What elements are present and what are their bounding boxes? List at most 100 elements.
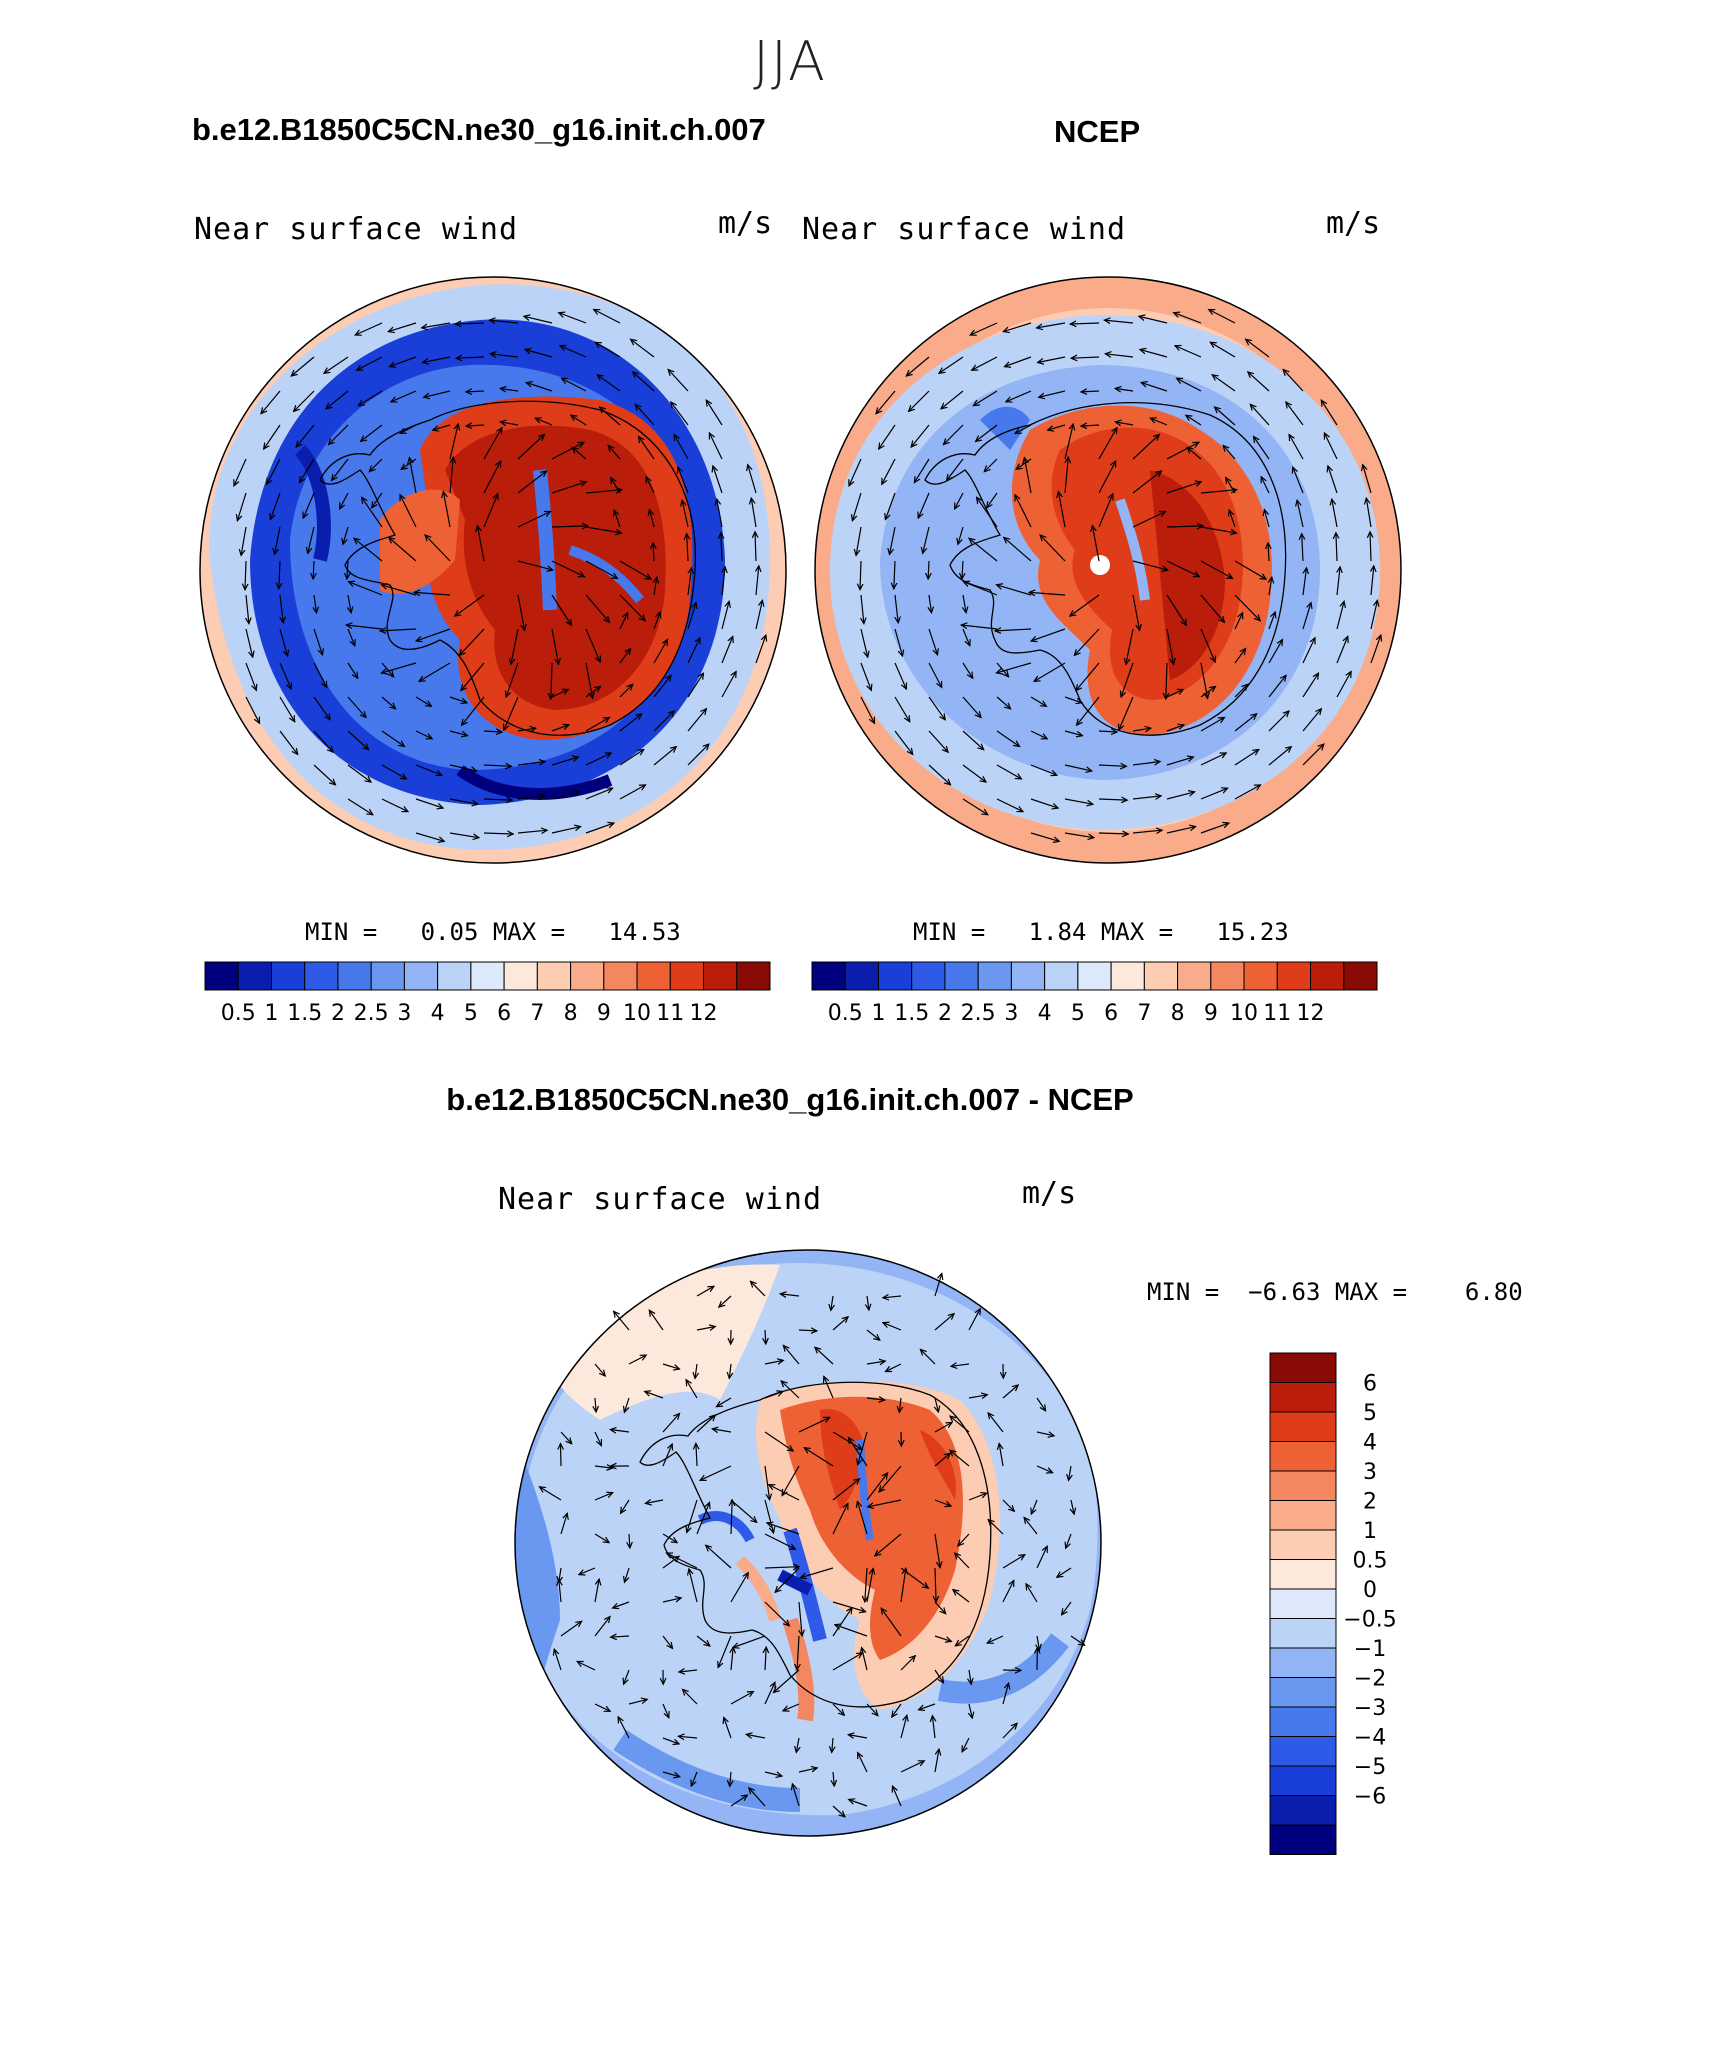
wind-vector <box>619 649 631 664</box>
colorbar-tick-label: 8 <box>1171 1001 1185 1026</box>
wind-vector <box>424 390 451 397</box>
wind-vector <box>832 1737 833 1752</box>
wind-vector <box>1234 594 1260 621</box>
wind-vector <box>667 1553 698 1569</box>
wind-vector <box>390 356 417 367</box>
wind-vector <box>517 796 546 799</box>
wind-vector <box>1115 422 1134 425</box>
wind-vector <box>1005 356 1032 367</box>
wind-vector <box>362 497 383 528</box>
colorbar-tick-label: 2.5 <box>354 1001 389 1026</box>
wind-vector <box>769 1485 800 1501</box>
wind-vector <box>1048 424 1066 430</box>
wind-vector <box>594 1363 605 1376</box>
wind-vector <box>798 1417 830 1433</box>
wind-vector <box>950 1450 970 1467</box>
wind-vector <box>713 466 723 494</box>
wind-vector <box>455 323 485 324</box>
wind-vector <box>313 560 314 579</box>
wind-vector <box>419 662 451 681</box>
wind-vector <box>577 1662 596 1671</box>
wind-vector <box>326 390 349 409</box>
wind-vector <box>1132 830 1162 833</box>
wind-vector <box>774 1669 800 1693</box>
wind-vector <box>459 628 485 655</box>
wind-vector <box>1166 628 1174 664</box>
wind-vector <box>1029 592 1066 595</box>
wind-vector <box>890 526 896 554</box>
wind-vector <box>832 1479 860 1501</box>
colorbar-tick-label: 3 <box>1004 1001 1018 1026</box>
wind-vector <box>706 1545 732 1569</box>
colorbar-swatch <box>1269 1559 1337 1590</box>
wind-vector <box>748 465 757 494</box>
colorbar-swatch <box>603 961 638 991</box>
wind-vector <box>682 500 689 528</box>
colorbar-tick-label: −5 <box>1354 1755 1386 1780</box>
wind-vector <box>969 1669 971 1684</box>
wind-vector <box>756 566 759 596</box>
wind-vector <box>866 1703 878 1716</box>
colorbar-swatch <box>1044 961 1079 991</box>
wind-vector <box>624 1669 630 1684</box>
wind-vector <box>347 764 371 782</box>
wind-vector <box>571 415 587 426</box>
wind-vector <box>628 1699 647 1705</box>
wind-vector <box>1234 560 1266 579</box>
wind-vector <box>662 1771 680 1777</box>
wind-vector <box>415 764 442 775</box>
wind-vector <box>619 750 644 766</box>
wind-vector <box>866 1361 885 1364</box>
colorbar-swatch <box>1269 1795 1337 1826</box>
wind-vector <box>934 1601 946 1614</box>
wind-vector <box>1254 437 1270 460</box>
wind-vector <box>764 1772 782 1776</box>
wind-vector <box>489 320 519 323</box>
wind-vector <box>517 762 545 766</box>
wind-vector <box>909 390 930 411</box>
wind-vector <box>619 785 646 800</box>
colorbar-tick-label: 6 <box>497 1001 511 1026</box>
wind-vector <box>662 1444 672 1467</box>
wind-vector <box>1200 823 1229 834</box>
wind-vector <box>551 725 569 732</box>
wind-vector <box>423 356 451 363</box>
diff-map <box>514 1249 1102 1837</box>
wind-vector <box>718 1635 732 1668</box>
wind-vector <box>1098 731 1117 732</box>
wind-vector <box>347 662 358 678</box>
wind-vector <box>414 592 451 595</box>
wind-vector <box>764 1360 783 1364</box>
wind-vector <box>619 560 651 579</box>
wind-vector <box>857 1501 868 1535</box>
wind-vector <box>815 1347 834 1365</box>
wind-vector <box>1166 526 1203 527</box>
colorbar-swatch <box>1269 1677 1337 1708</box>
wind-vector <box>1065 457 1068 494</box>
wind-vector <box>1119 696 1134 730</box>
wind-vector <box>941 390 964 409</box>
colorbar-tick-label: 6 <box>1104 1001 1118 1026</box>
wind-vector <box>996 764 1021 779</box>
wind-vector <box>900 1568 906 1603</box>
wind-vector <box>343 526 349 544</box>
wind-vector <box>517 594 525 630</box>
wind-vector <box>969 1703 972 1718</box>
wind-vector <box>1370 532 1371 562</box>
colorbar-swatch <box>1269 1352 1337 1383</box>
colorbar-swatch <box>304 961 339 991</box>
wind-vector <box>918 492 930 518</box>
wind-vector <box>894 662 906 689</box>
wind-vector <box>551 526 588 527</box>
colorbar-tick-label: 1.5 <box>894 1001 929 1026</box>
wind-vector <box>585 718 609 732</box>
model-panel-title: b.e12.B1850C5CN.ne30_g16.init.ch.007 <box>192 112 766 147</box>
wind-vector <box>996 798 1023 812</box>
wind-vector <box>559 1580 561 1603</box>
wind-vector <box>895 594 898 623</box>
wind-vector <box>340 492 349 509</box>
wind-vector <box>1098 428 1117 460</box>
wind-vector <box>679 1670 698 1672</box>
wind-vector <box>654 577 657 596</box>
wind-vector <box>267 458 281 484</box>
